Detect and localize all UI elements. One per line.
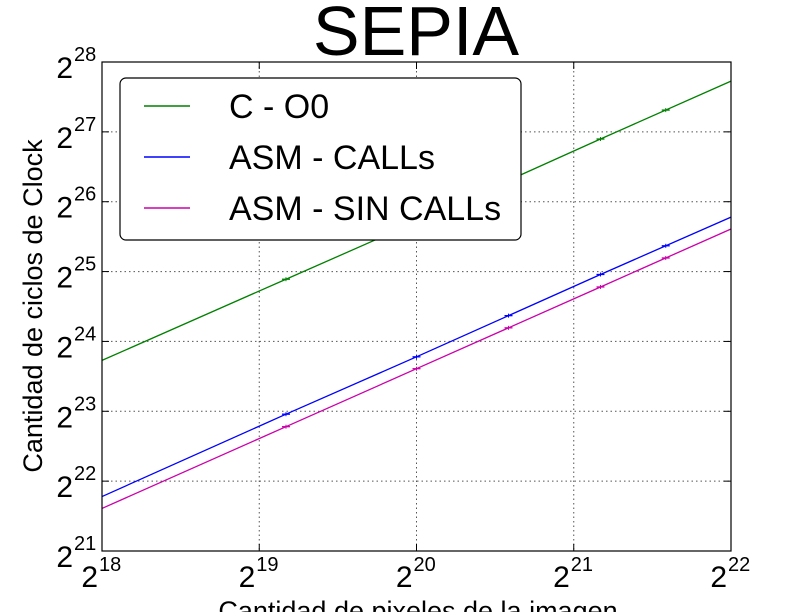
x-tick-exponent: 21 xyxy=(571,554,593,576)
y-tick-label: 2 26 xyxy=(56,184,96,225)
legend-entry-2: ASM - CALLs xyxy=(144,139,435,177)
legend-entries: C - O0 ASM - CALLs ASM - SIN CALLs xyxy=(144,88,501,228)
x-tick-base: 2 xyxy=(81,561,98,594)
y-tick-exponent: 24 xyxy=(74,323,96,345)
x-tick-exponent: 19 xyxy=(256,554,278,576)
y-tick-exponent: 26 xyxy=(74,184,96,206)
x-tick-label: 2 20 xyxy=(396,554,436,594)
y-tick-label: 2 27 xyxy=(56,114,96,155)
y-tick-exponent: 28 xyxy=(74,44,96,66)
y-tick-base: 2 xyxy=(56,541,73,574)
y-tick-label: 2 23 xyxy=(56,393,96,434)
y-tick-exponent: 22 xyxy=(74,463,96,485)
legend: C - O0 ASM - CALLs ASM - SIN CALLs xyxy=(119,77,522,241)
x-tick-base: 2 xyxy=(710,561,727,594)
x-tick-base: 2 xyxy=(239,561,256,594)
legend-label: ASM - CALLs xyxy=(229,139,435,177)
y-tick-base: 2 xyxy=(56,262,73,295)
x-tick-label: 2 22 xyxy=(710,554,750,594)
x-tick-exponent: 18 xyxy=(99,554,121,576)
y-tick-base: 2 xyxy=(56,471,73,504)
y-tick-base: 2 xyxy=(56,401,73,434)
y-tick-label: 2 21 xyxy=(56,533,96,574)
y-tick-base: 2 xyxy=(56,52,73,85)
y-tick-base: 2 xyxy=(56,331,73,364)
legend-box xyxy=(119,77,522,241)
legend-entry-1: C - O0 xyxy=(144,88,329,126)
x-tick-label: 2 21 xyxy=(553,554,593,594)
x-tick-exponent: 20 xyxy=(414,554,436,576)
y-tick-base: 2 xyxy=(56,122,73,155)
y-tick-exponent: 25 xyxy=(74,254,96,276)
legend-entry-3: ASM - SIN CALLs xyxy=(144,190,501,228)
x-tick-base: 2 xyxy=(553,561,570,594)
legend-label: C - O0 xyxy=(229,88,329,126)
y-tick-exponent: 23 xyxy=(74,393,96,415)
y-tick-exponent: 21 xyxy=(74,533,96,555)
y-tick-label: 2 28 xyxy=(56,44,96,85)
y-tick-labels: 2 212 222 232 242 252 262 272 28 xyxy=(56,44,96,574)
x-tick-label: 2 18 xyxy=(81,554,121,594)
x-tick-label: 2 19 xyxy=(239,554,279,594)
chart-title: SEPIA xyxy=(313,0,520,70)
y-tick-base: 2 xyxy=(56,192,73,225)
legend-label: ASM - SIN CALLs xyxy=(229,190,501,228)
y-axis-label: Cantidad de ciclos de Clock xyxy=(18,139,48,473)
y-tick-label: 2 25 xyxy=(56,254,96,295)
y-tick-label: 2 22 xyxy=(56,463,96,504)
y-tick-exponent: 27 xyxy=(74,114,96,136)
x-tick-exponent: 22 xyxy=(728,554,750,576)
tick-marks xyxy=(101,61,732,552)
x-tick-base: 2 xyxy=(396,561,413,594)
x-tick-labels: 2 18 2 19 2 20 2 21 2 22 xyxy=(81,554,750,594)
x-axis-label: Cantidad de pixeles de la imagen xyxy=(218,596,617,612)
y-tick-label: 2 24 xyxy=(56,323,96,364)
